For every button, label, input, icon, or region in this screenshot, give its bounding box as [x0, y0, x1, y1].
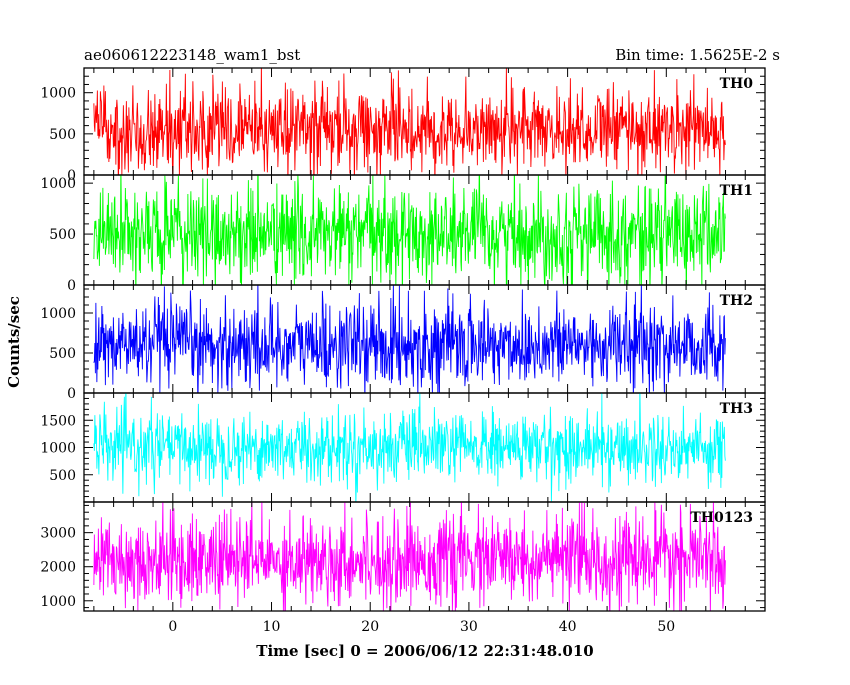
- y-tick-label-th0123: 2000: [40, 560, 76, 576]
- series-line-th0: [93, 68, 726, 175]
- panel-th0123: 1000 2000 3000 TH0123: [40, 501, 766, 612]
- y-tick-label-th0: 500: [49, 127, 76, 143]
- panel-label-th2: TH2: [720, 293, 753, 309]
- y-tick-label-th3: 1500: [40, 413, 76, 429]
- y-tick-label-th2: 500: [49, 346, 76, 362]
- panel-th2: 0 500 1000 TH2: [40, 284, 766, 402]
- x-tick-label: 20: [361, 619, 379, 635]
- panel-th1: 0 500 1000 TH1: [40, 174, 766, 294]
- y-tick-label-th1: 1000: [40, 176, 76, 192]
- x-tick-label: 50: [657, 619, 675, 635]
- series-line-th2: [93, 285, 726, 393]
- chart-title-right: Bin time: 1.5625E-2 s: [615, 46, 780, 64]
- panel-th0: 0 500 1000 TH0: [40, 67, 766, 184]
- x-tick-label: 10: [263, 619, 281, 635]
- y-tick-label-th3: 1000: [40, 441, 76, 457]
- y-tick-label-th3: 500: [49, 468, 76, 484]
- panel-label-th0123: TH0123: [690, 510, 753, 526]
- panel-label-th0: TH0: [720, 76, 754, 92]
- y-tick-label-th0: 1000: [40, 86, 76, 102]
- y-axis-label: Counts/sec: [5, 296, 23, 388]
- y-tick-label-th1: 0: [67, 278, 76, 294]
- y-tick-label-th0123: 1000: [40, 594, 76, 610]
- x-tick-label: 40: [559, 619, 577, 635]
- y-tick-label-th2: 0: [67, 386, 76, 402]
- x-tick-label: 0: [168, 619, 177, 635]
- y-tick-label-th2: 1000: [40, 306, 76, 322]
- y-tick-label-th0123: 3000: [40, 526, 76, 542]
- panel-label-th3: TH3: [720, 401, 753, 417]
- panel-label-th1: TH1: [720, 183, 753, 199]
- x-axis-label: Time [sec] 0 = 2006/06/12 22:31:48.010: [256, 642, 593, 660]
- y-tick-label-th0: 0: [67, 168, 76, 184]
- y-tick-label-th1: 500: [49, 227, 76, 243]
- x-tick-labels: 0 10 20 30 40 50: [168, 619, 675, 635]
- series-line-th3: [93, 393, 726, 502]
- panels-layer: 0 500 1000 TH0 0 500 1000 TH1 0 500 1000 TH2 500 1000…: [40, 67, 766, 612]
- series-line-th1: [93, 175, 726, 285]
- x-tick-label: 30: [460, 619, 478, 635]
- panel-th3: 500 1000 1500 TH3: [40, 392, 766, 503]
- series-line-th0123: [93, 502, 726, 611]
- panel-frame-th0123: [83, 501, 766, 612]
- chart-title-left: ae060612223148_wam1_bst: [84, 46, 300, 64]
